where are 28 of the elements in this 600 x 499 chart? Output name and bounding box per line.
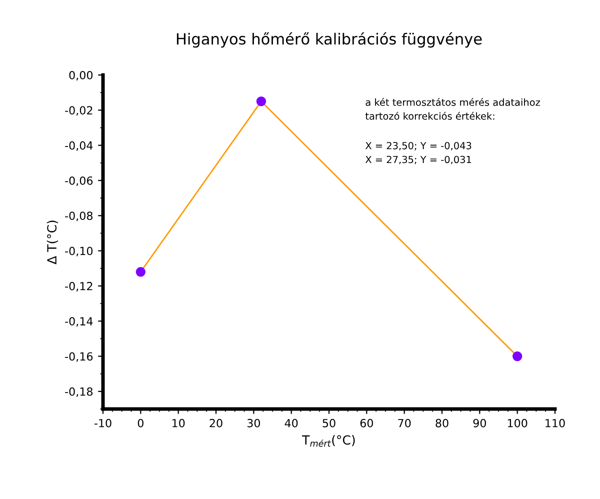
x-tick-label: 110	[546, 418, 565, 428]
y-tick-label: -0,18	[65, 387, 93, 397]
x-tick-label: 60	[360, 418, 373, 428]
y-tick-label: -0,14	[65, 317, 93, 327]
x-tick-label: -10	[94, 418, 112, 428]
x-tick-label: 40	[284, 418, 298, 428]
x-tick-label: 10	[172, 418, 185, 428]
y-tick-label: -0,04	[65, 141, 93, 151]
x-tick-label: 90	[473, 418, 486, 428]
y-tick-label: -0,16	[65, 352, 93, 362]
annotation: a két termosztátos mérés adataihoz tartozó korrekciós értékek:	[365, 98, 540, 120]
x-tick-label: 70	[398, 418, 411, 428]
chart-title: Higanyos hőmérő kalibrációs függvénye	[176, 32, 482, 48]
y-tick-label: -0,10	[65, 246, 93, 256]
x-tick-label: 50	[322, 418, 336, 428]
x-tick-label: 20	[210, 418, 222, 428]
x-axis-title: T$_{mért}$(°C)	[302, 435, 355, 447]
y-tick-label: -0,08	[65, 212, 93, 222]
x-tick-label: 100	[508, 418, 528, 428]
y-tick-label: -0,02	[65, 106, 92, 116]
y-axis-title: Δ T(°C)	[46, 220, 58, 264]
annotation: X = 23,50; Y = -0,043 X = 27,35; Y = -0,031	[365, 142, 472, 164]
y-tick-label: -0,06	[65, 176, 93, 186]
y-tick-label: 0,00	[69, 70, 93, 81]
y-tick-label: -0,12	[65, 282, 92, 292]
x-tick-label: 0	[138, 418, 144, 428]
x-tick-label: 80	[436, 418, 448, 428]
x-tick-label: 30	[247, 418, 260, 428]
